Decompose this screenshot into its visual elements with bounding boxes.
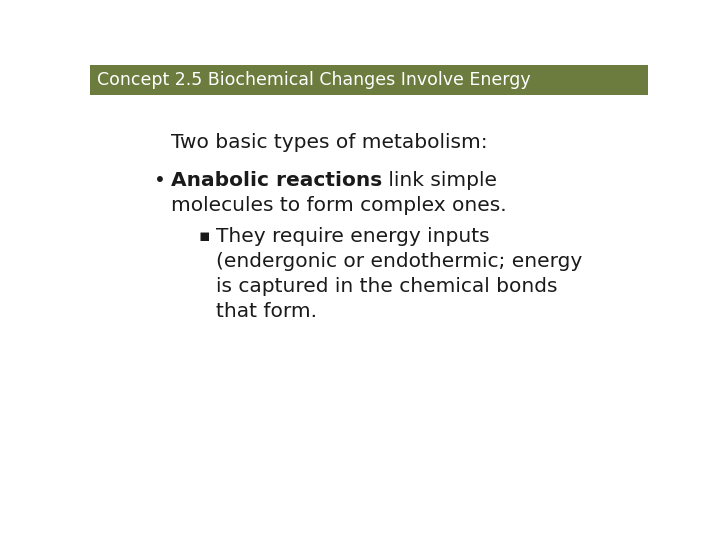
Text: that form.: that form.: [215, 302, 317, 321]
Text: is captured in the chemical bonds: is captured in the chemical bonds: [215, 277, 557, 296]
Text: •: •: [154, 171, 166, 190]
Bar: [90, 65, 648, 94]
Text: molecules to form complex ones.: molecules to form complex ones.: [171, 196, 507, 215]
Text: Concept 2.5 Biochemical Changes Involve Energy: Concept 2.5 Biochemical Changes Involve …: [96, 71, 531, 89]
Text: ▪: ▪: [199, 227, 210, 245]
Text: Two basic types of metabolism:: Two basic types of metabolism:: [171, 133, 487, 152]
Text: They require energy inputs: They require energy inputs: [215, 227, 489, 246]
Text: link simple: link simple: [382, 171, 497, 190]
Text: Anabolic reactions: Anabolic reactions: [171, 171, 382, 190]
Text: (endergonic or endothermic; energy: (endergonic or endothermic; energy: [215, 252, 582, 271]
